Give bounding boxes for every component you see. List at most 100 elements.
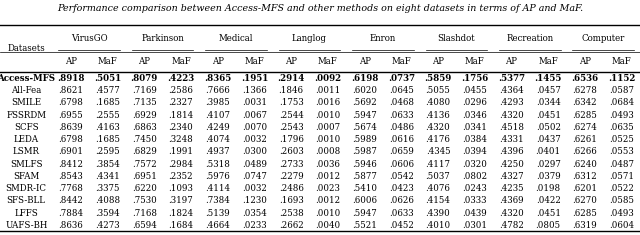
Text: .0341: .0341 (462, 123, 487, 132)
Text: SMDR-IC: SMDR-IC (6, 184, 47, 193)
Text: .1753: .1753 (279, 98, 303, 107)
Text: .4518: .4518 (499, 123, 524, 132)
Text: .8442: .8442 (58, 196, 83, 205)
Text: .0737: .0737 (388, 74, 415, 83)
Text: .0300: .0300 (242, 147, 267, 156)
Text: .4664: .4664 (205, 221, 230, 230)
Text: .5947: .5947 (352, 111, 377, 120)
Text: .0486: .0486 (389, 123, 414, 132)
Text: SCFS: SCFS (14, 123, 38, 132)
Text: LEDA: LEDA (13, 135, 39, 144)
Text: .0040: .0040 (316, 221, 340, 230)
Text: UAFS-BH: UAFS-BH (5, 221, 47, 230)
Text: .8636: .8636 (58, 221, 83, 230)
Text: .0635: .0635 (609, 123, 634, 132)
Text: .0010: .0010 (316, 209, 340, 218)
Text: .0489: .0489 (242, 160, 267, 168)
Text: .6798: .6798 (58, 98, 83, 107)
Text: .1951: .1951 (241, 74, 268, 83)
Text: .0452: .0452 (389, 221, 413, 230)
Text: .4341: .4341 (95, 172, 120, 181)
Text: .0092: .0092 (314, 74, 342, 83)
Text: .0457: .0457 (536, 86, 561, 95)
Text: .6829: .6829 (132, 147, 157, 156)
Text: AP: AP (432, 57, 444, 67)
Text: .3985: .3985 (205, 98, 230, 107)
Text: .0747: .0747 (242, 172, 267, 181)
Text: SFAM: SFAM (13, 172, 40, 181)
Text: .5139: .5139 (205, 209, 230, 218)
Text: .7450: .7450 (132, 135, 157, 144)
Text: AP: AP (579, 57, 591, 67)
Text: .0008: .0008 (316, 147, 340, 156)
Text: .4345: .4345 (426, 147, 451, 156)
Text: All-Fea: All-Fea (11, 86, 42, 95)
Text: .8543: .8543 (58, 172, 83, 181)
Text: .5987: .5987 (352, 147, 377, 156)
Text: MaF: MaF (244, 57, 264, 67)
Text: .0522: .0522 (609, 184, 634, 193)
Text: .6951: .6951 (132, 172, 157, 181)
Text: .0659: .0659 (389, 147, 413, 156)
Text: .4163: .4163 (95, 123, 120, 132)
Text: .2279: .2279 (279, 172, 303, 181)
Text: .0023: .0023 (316, 184, 340, 193)
Text: .5947: .5947 (352, 209, 377, 218)
Text: .4273: .4273 (95, 221, 120, 230)
Text: Parkinson: Parkinson (141, 34, 184, 43)
Text: VirusGO: VirusGO (71, 34, 108, 43)
Text: .0394: .0394 (462, 147, 487, 156)
Text: .6266: .6266 (573, 147, 597, 156)
Text: MaF: MaF (392, 57, 411, 67)
Text: .2595: .2595 (95, 147, 120, 156)
Text: .6274: .6274 (573, 123, 597, 132)
Text: .0031: .0031 (242, 98, 267, 107)
Text: .5692: .5692 (352, 98, 377, 107)
Text: .0805: .0805 (536, 221, 561, 230)
Text: .0007: .0007 (316, 123, 340, 132)
Text: .7168: .7168 (132, 209, 157, 218)
Text: .0423: .0423 (389, 184, 413, 193)
Text: .6278: .6278 (573, 86, 597, 95)
Text: .5989: .5989 (352, 135, 377, 144)
Text: .7530: .7530 (132, 196, 157, 205)
Text: .4396: .4396 (499, 147, 524, 156)
Text: .1093: .1093 (168, 184, 193, 193)
Text: SFS-BLL: SFS-BLL (7, 196, 45, 205)
Text: .6955: .6955 (58, 111, 83, 120)
Text: .6929: .6929 (132, 111, 157, 120)
Text: .2340: .2340 (168, 123, 193, 132)
Text: .7572: .7572 (132, 160, 157, 168)
Text: .1152: .1152 (608, 74, 636, 83)
Text: .0384: .0384 (462, 135, 487, 144)
Text: .1230: .1230 (242, 196, 267, 205)
Text: .6285: .6285 (573, 209, 597, 218)
Text: .5521: .5521 (352, 221, 377, 230)
Text: .0344: .0344 (536, 98, 561, 107)
Text: .5377: .5377 (498, 74, 525, 83)
Text: .4327: .4327 (499, 172, 524, 181)
Text: Enron: Enron (370, 34, 396, 43)
Text: .0036: .0036 (316, 160, 340, 168)
Text: .0333: .0333 (463, 196, 487, 205)
Text: .2327: .2327 (169, 98, 193, 107)
Text: Langlog: Langlog (292, 34, 327, 43)
Text: .1684: .1684 (168, 221, 193, 230)
Text: .4320: .4320 (499, 111, 524, 120)
Text: .5055: .5055 (426, 86, 451, 95)
Text: LFFS: LFFS (14, 209, 38, 218)
Text: .0616: .0616 (389, 135, 414, 144)
Text: .0437: .0437 (536, 135, 561, 144)
Text: .8639: .8639 (58, 123, 83, 132)
Text: LSMR: LSMR (13, 147, 40, 156)
Text: .4320: .4320 (426, 123, 451, 132)
Text: .0401: .0401 (536, 147, 561, 156)
Text: .0016: .0016 (316, 98, 340, 107)
Text: .2603: .2603 (279, 147, 303, 156)
Text: .2543: .2543 (279, 123, 303, 132)
Text: .4136: .4136 (426, 111, 451, 120)
Text: .0487: .0487 (609, 160, 634, 168)
Text: .0451: .0451 (536, 209, 561, 218)
Text: .0070: .0070 (242, 123, 267, 132)
Text: .4010: .4010 (426, 221, 451, 230)
